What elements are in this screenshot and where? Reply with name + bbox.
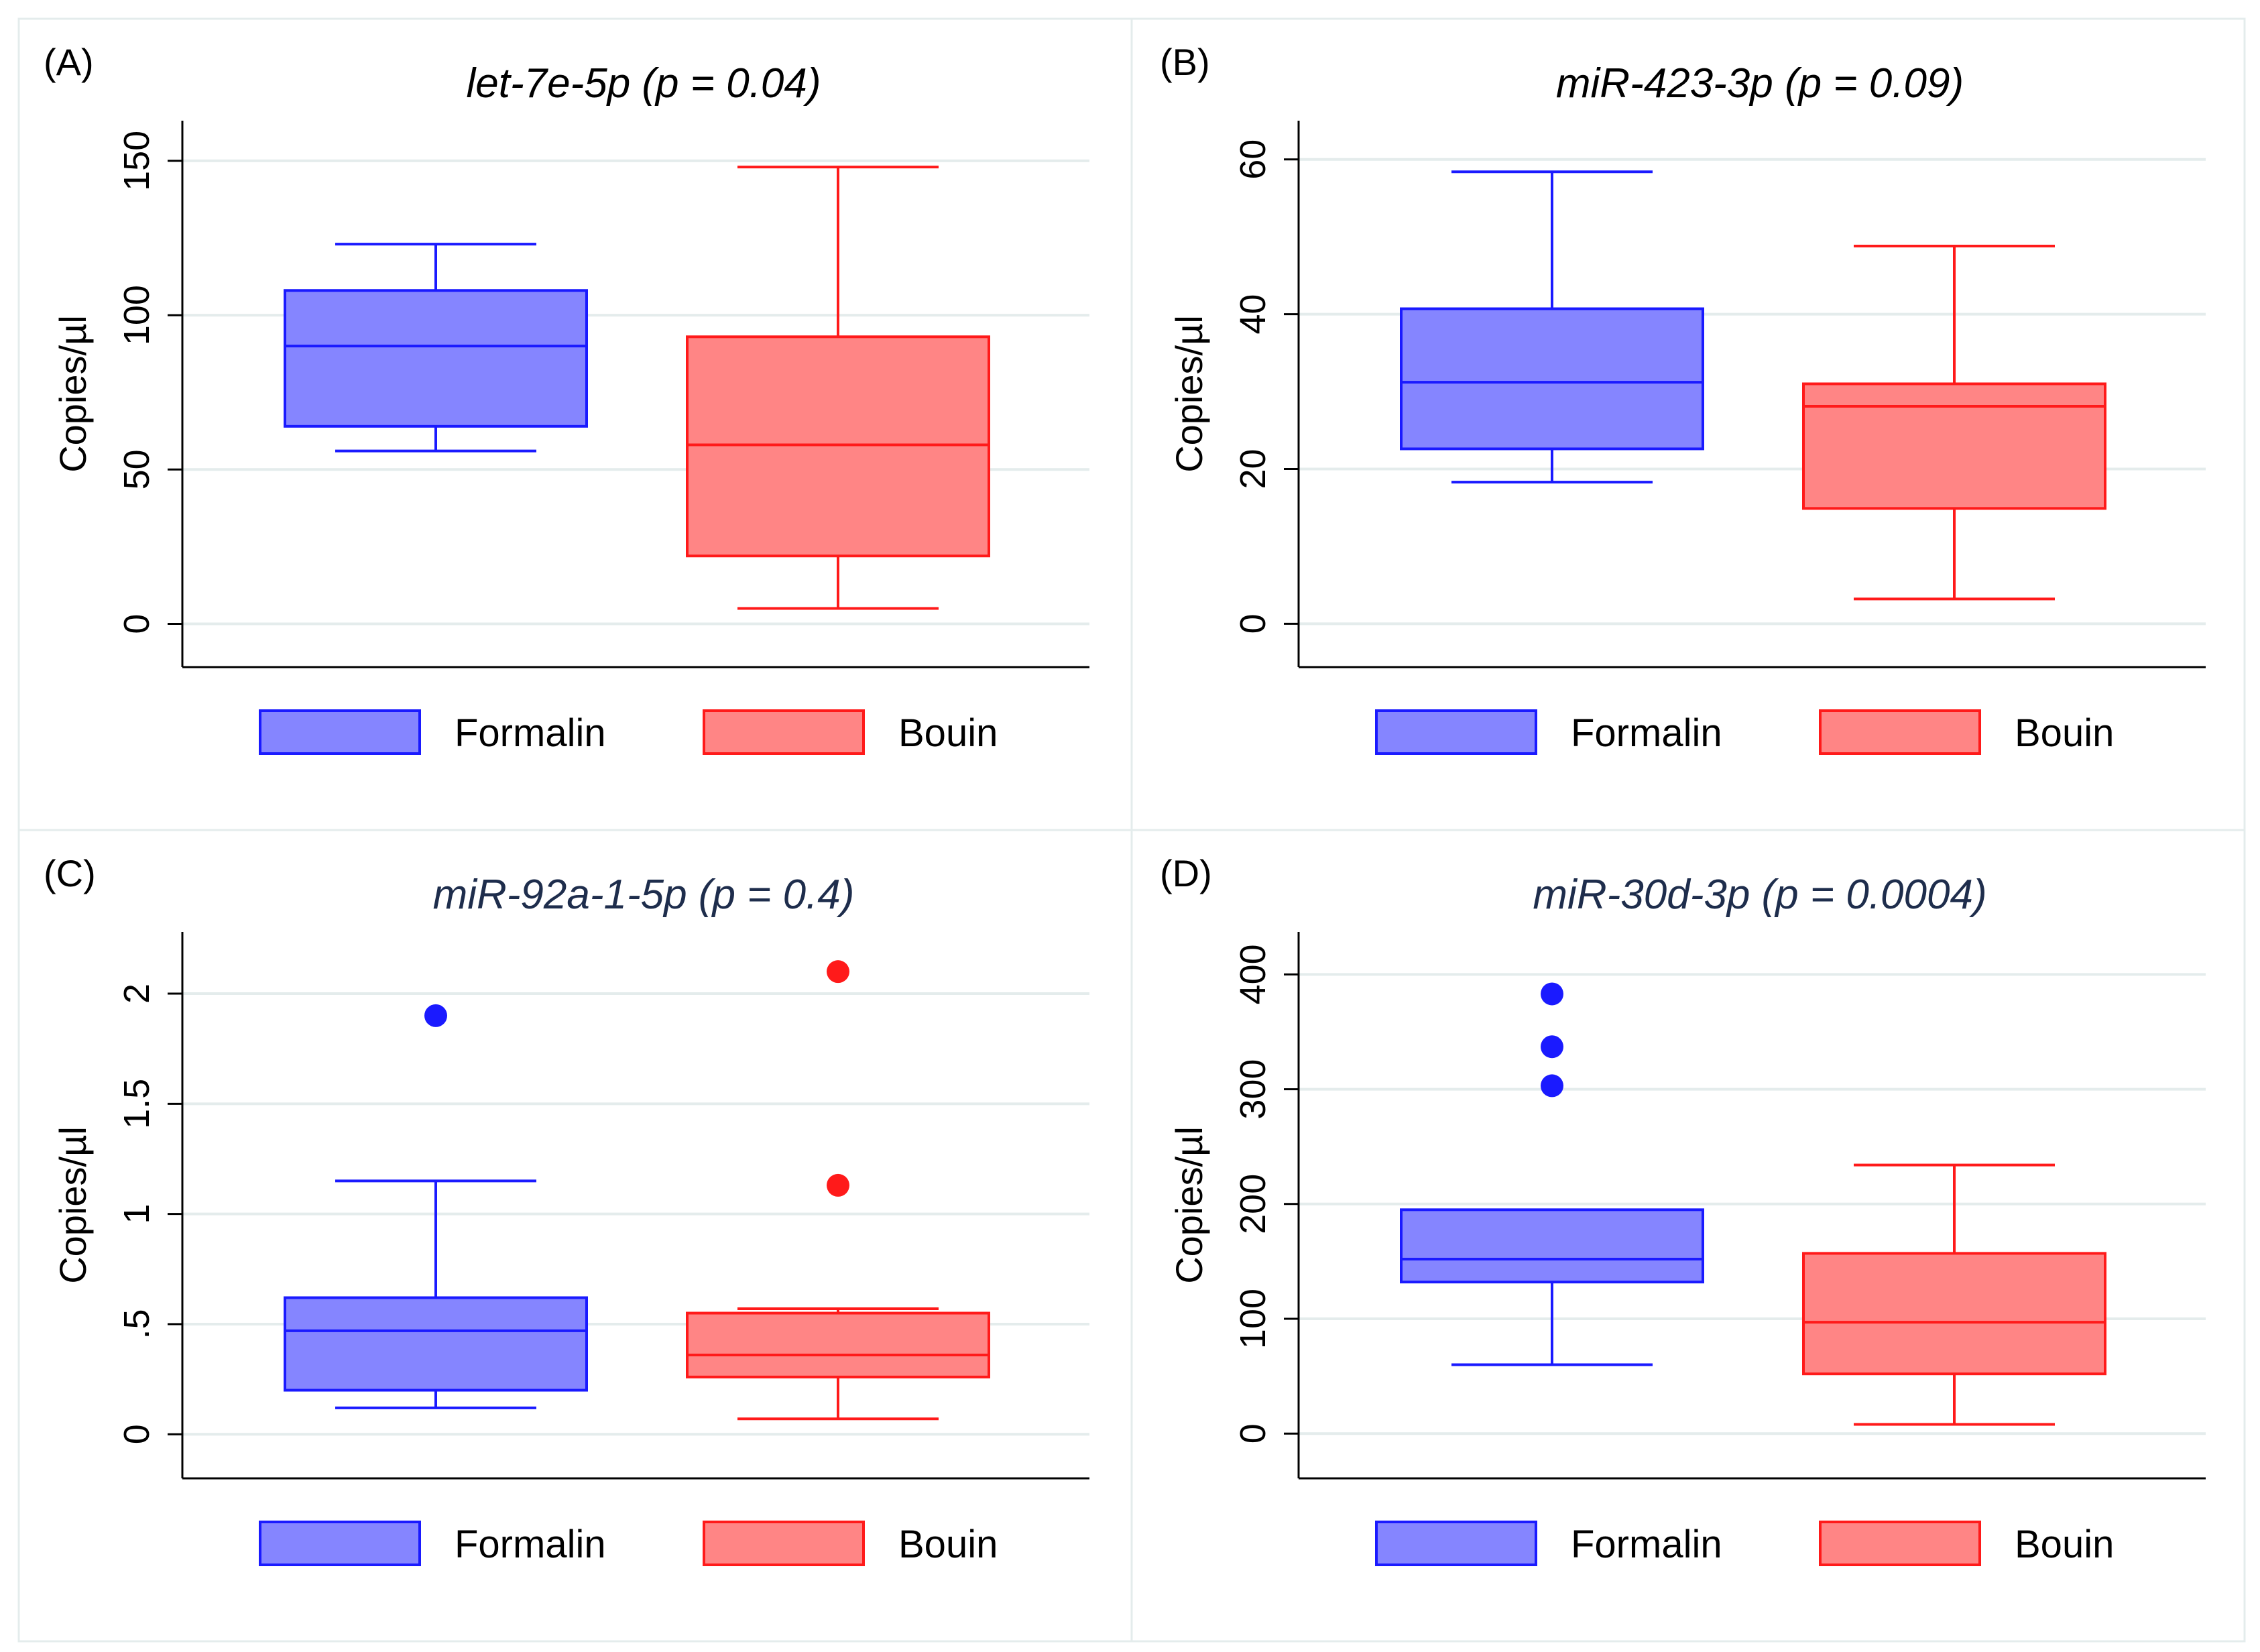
iqr-box: [284, 289, 588, 428]
chart-panel-d: (D) miR-30d-3p (p = 0.0004) 0 100 200 300 400 C…: [1160, 852, 2206, 1566]
panel-border: [1130, 829, 2246, 1643]
legend-swatch-formalin: [259, 709, 421, 755]
iqr-box: [1802, 1252, 2106, 1376]
legend: Formalin Bouin: [259, 1521, 998, 1566]
outlier-point: [827, 1173, 849, 1197]
outlier-point: [1541, 1074, 1563, 1098]
y-tick-label: 150: [117, 131, 157, 191]
outlier-point: [1541, 1035, 1563, 1059]
y-tick-label: 200: [1233, 1174, 1273, 1234]
y-tick-label: 0: [1233, 613, 1273, 634]
outlier-point: [1541, 982, 1563, 1006]
legend-label-formalin: Formalin: [1571, 711, 1722, 755]
box-bouin: [1802, 1163, 2106, 1426]
panel-border: [17, 829, 1133, 1643]
box-formalin: [284, 243, 588, 453]
y-tick-label: 40: [1233, 294, 1273, 335]
y-axis-label: Copies/µl: [52, 315, 94, 473]
legend: Formalin Bouin: [1375, 1521, 2114, 1566]
chart-title: miR-30d-3p (p = 0.0004): [1533, 872, 1986, 918]
outlier-point: [827, 960, 849, 984]
legend-swatch-formalin: [1375, 709, 1537, 755]
legend-label-formalin: Formalin: [455, 1523, 606, 1566]
legend-label-formalin: Formalin: [455, 711, 606, 755]
y-axis-label: Copies/µl: [1168, 1126, 1210, 1284]
chart-panel-b: (B) miR-423-3p (p = 0.09) 0 20 40 60 Copies/µl…: [1160, 41, 2206, 755]
legend-label-bouin: Bouin: [2015, 711, 2114, 755]
y-tick-label: 60: [1233, 139, 1273, 180]
y-tick-label: 0: [117, 614, 157, 634]
y-tick-label: 2: [117, 984, 157, 1004]
box-bouin: [686, 166, 990, 610]
legend-label-bouin: Bouin: [898, 711, 998, 755]
legend: Formalin Bouin: [1375, 709, 2114, 755]
chart-title: miR-423-3p (p = 0.09): [1556, 60, 1964, 107]
y-tick-label: 100: [1233, 1289, 1273, 1349]
legend-label-bouin: Bouin: [898, 1523, 998, 1566]
y-tick-label: .5: [117, 1309, 157, 1339]
panel-label: (A): [44, 41, 94, 83]
legend-swatch-formalin: [1375, 1521, 1537, 1566]
legend: Formalin Bouin: [259, 709, 998, 755]
y-tick-label: 50: [117, 449, 157, 489]
iqr-box: [1400, 307, 1704, 451]
legend-swatch-bouin: [703, 1521, 865, 1566]
y-tick-label: 1.5: [117, 1079, 157, 1129]
iqr-box: [1400, 1208, 1704, 1284]
y-axis-label: Copies/µl: [1168, 315, 1210, 473]
y-tick-label: 0: [1233, 1423, 1273, 1443]
legend-swatch-bouin: [1819, 1521, 1981, 1566]
y-tick-label: 100: [117, 285, 157, 345]
iqr-box: [686, 335, 990, 558]
box-formalin: [1400, 982, 1704, 1366]
iqr-box: [686, 1311, 990, 1378]
panel-label: (B): [1160, 41, 1210, 83]
chart-panel-c: (C) miR-92a-1-5p (p = 0.4) 0 .5 1 1.5 2 Copies/…: [44, 852, 1089, 1566]
panel-label: (D): [1160, 852, 1212, 894]
iqr-box: [1802, 382, 2106, 510]
box-formalin: [284, 1004, 588, 1409]
iqr-box: [284, 1296, 588, 1392]
y-tick-label: 400: [1233, 944, 1273, 1004]
panel-label: (C): [44, 852, 96, 894]
legend-swatch-bouin: [1819, 709, 1981, 755]
y-tick-label: 0: [117, 1424, 157, 1444]
chart-title: let-7e-5p (p = 0.04): [466, 60, 821, 107]
outlier-point: [424, 1004, 447, 1027]
legend-swatch-bouin: [703, 709, 865, 755]
chart-panel-a: (A) let-7e-5p (p = 0.04) 0 50 100 150 Copies/µ…: [44, 41, 1089, 755]
legend-label-formalin: Formalin: [1571, 1523, 1722, 1566]
box-formalin: [1400, 170, 1704, 484]
legend-swatch-formalin: [259, 1521, 421, 1566]
legend-label-bouin: Bouin: [2015, 1523, 2114, 1566]
y-tick-label: 20: [1233, 449, 1273, 489]
y-tick-label: 300: [1233, 1059, 1273, 1120]
chart-title: miR-92a-1-5p (p = 0.4): [433, 872, 855, 918]
y-axis-label: Copies/µl: [52, 1126, 94, 1284]
box-bouin: [686, 960, 990, 1421]
y-tick-label: 1: [117, 1204, 157, 1224]
box-bouin: [1802, 245, 2106, 601]
